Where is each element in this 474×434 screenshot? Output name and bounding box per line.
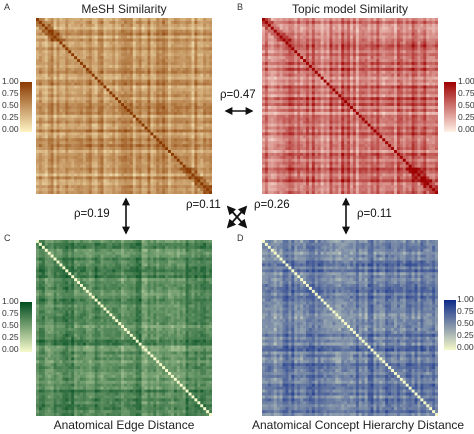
- cb-a-tick-3: 0.50: [2, 100, 19, 110]
- cb-b-tick-5: 0.00: [458, 124, 474, 134]
- heatmap-anatomical-edge-distance: [36, 240, 212, 416]
- corr-label-b-d: ρ=0.11: [357, 208, 392, 220]
- cb-b-tick-3: 0.50: [458, 100, 474, 110]
- cb-b-tick-4: 0.25: [458, 112, 474, 122]
- cb-b-tick-2: 0.75: [458, 88, 474, 98]
- title-topic-model-similarity: Topic model Similarity: [291, 2, 409, 16]
- cb-a-tick-4: 0.25: [2, 112, 19, 122]
- heatmap-mesh-similarity: [36, 18, 212, 194]
- panel-letter-a: A: [4, 2, 11, 12]
- panel-letter-b: B: [237, 2, 244, 12]
- cb-a-tick-2: 0.75: [2, 88, 19, 98]
- panel-letter-c: C: [4, 233, 11, 243]
- title-mesh-similarity: MeSH Similarity: [81, 2, 167, 16]
- cb-c-tick-5: 0.00: [2, 344, 19, 354]
- title-anatomical-concept-hierarchy-distance: Anatomical Concept Hierarchy Distance: [252, 418, 465, 432]
- corr-label-b-c: ρ=0.26: [254, 199, 290, 211]
- colorbar-topic: [444, 82, 456, 132]
- cb-d-tick-4: 0.250: [457, 330, 474, 340]
- heatmap-topic-model-similarity: [262, 18, 438, 194]
- cb-c-tick-2: 0.75: [2, 308, 19, 318]
- colorbar-mesh: [20, 82, 32, 132]
- corr-label-a-c: ρ=0.19: [74, 208, 110, 220]
- cb-c-tick-3: 0.50: [2, 320, 19, 330]
- cb-d-tick-1: 1.000: [457, 294, 474, 304]
- cb-b-tick-1: 1.00: [458, 76, 474, 86]
- heatmap-anatomical-concept-hierarchy-distance: [262, 240, 438, 416]
- cb-a-tick-5: 0.00: [2, 124, 19, 134]
- cb-d-tick-2: 0.750: [457, 306, 474, 316]
- colorbar-hierarchy: [444, 300, 456, 350]
- panel-letter-d: D: [237, 233, 244, 243]
- arrow-b-c-diagonal: [226, 205, 248, 229]
- cb-c-tick-1: 1.00: [2, 296, 19, 306]
- corr-label-a-d: ρ=0.11: [186, 199, 221, 211]
- cb-c-tick-4: 0.25: [2, 332, 19, 342]
- title-anatomical-edge-distance: Anatomical Edge Distance: [53, 418, 195, 432]
- corr-label-a-b: ρ=0.47: [220, 89, 256, 101]
- cb-d-tick-3: 0.500: [457, 318, 474, 328]
- cb-a-tick-1: 1.00: [2, 76, 19, 86]
- cb-d-tick-5: 0.000: [457, 342, 474, 352]
- colorbar-edge: [20, 302, 32, 352]
